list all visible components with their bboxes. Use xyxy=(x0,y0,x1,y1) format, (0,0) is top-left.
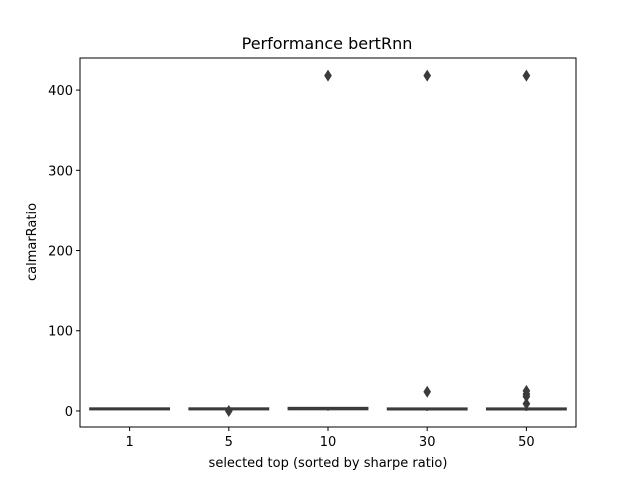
x-tick-label: 50 xyxy=(518,435,535,450)
y-axis-label: calmarRatio xyxy=(25,203,40,281)
y-tick-label: 300 xyxy=(48,164,73,179)
chart-title: Performance bertRnn xyxy=(242,34,413,53)
box-group xyxy=(386,69,468,411)
x-tick-label: 1 xyxy=(125,435,133,450)
outlier-point xyxy=(522,69,531,82)
x-axis-label: selected top (sorted by sharpe ratio) xyxy=(209,456,448,471)
x-tick-label: 5 xyxy=(225,435,233,450)
plot-frame xyxy=(79,57,577,428)
outlier-point xyxy=(522,384,531,397)
x-tick-label: 30 xyxy=(419,435,436,450)
outlier-point xyxy=(423,385,432,398)
x-axis: 1 5 10 30 50 xyxy=(125,427,535,450)
outlier-point xyxy=(224,404,233,417)
plot-area xyxy=(89,69,567,417)
y-tick-label: 400 xyxy=(48,84,73,99)
outlier-point xyxy=(423,69,432,82)
box-group xyxy=(188,404,270,417)
outlier-point xyxy=(324,69,332,82)
box-group xyxy=(287,69,369,411)
x-tick-label: 10 xyxy=(320,435,337,450)
y-tick-label: 200 xyxy=(48,245,73,260)
y-tick-label: 100 xyxy=(48,325,73,340)
box-group xyxy=(89,407,171,411)
y-axis: 0 100 200 300 400 xyxy=(48,84,80,420)
outlier-point xyxy=(522,397,531,410)
y-tick-label: 0 xyxy=(65,405,73,420)
box-group xyxy=(485,69,567,411)
